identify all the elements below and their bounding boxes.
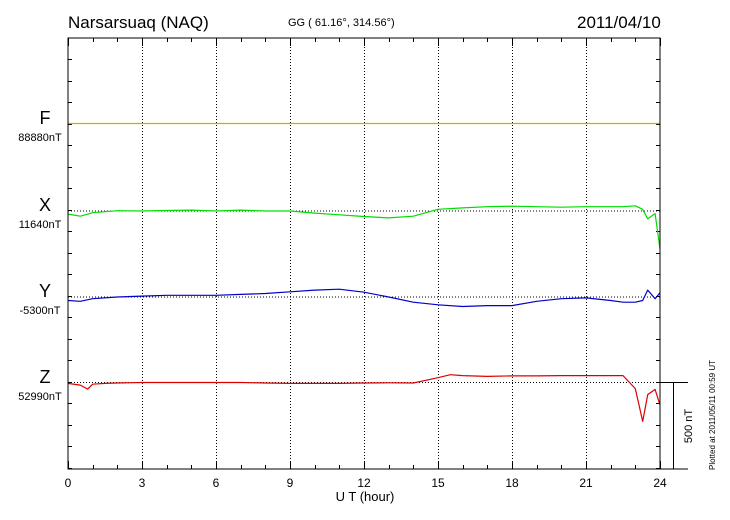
scale-bar-label: 500 nT xyxy=(683,409,695,444)
x-baseline-label: 11640nT xyxy=(18,219,62,231)
x-channel-label: X xyxy=(38,195,51,215)
plot-date: 2011/04/10 xyxy=(577,13,661,32)
grid-lines xyxy=(142,38,587,469)
x-tick-label-15: 15 xyxy=(431,476,445,490)
f-channel-label: F xyxy=(39,108,51,128)
geographic-coordinates: GG ( 61.16°, 314.56°) xyxy=(288,17,395,29)
x-tick-label-18: 18 xyxy=(505,476,519,490)
x-tick-label-21: 21 xyxy=(579,476,593,490)
series-line-z xyxy=(67,374,661,422)
data-series xyxy=(67,122,661,422)
x-tick-label-12: 12 xyxy=(357,476,371,490)
z-baseline-label: 52990nT xyxy=(18,391,62,403)
y-baseline-label: -5300nT xyxy=(19,305,61,317)
plot-frame xyxy=(67,37,661,470)
series-line-x xyxy=(67,205,661,250)
x-tick-label-3: 3 xyxy=(139,476,146,490)
baseline-lines xyxy=(68,123,660,383)
x-tick-label-24: 24 xyxy=(653,476,667,490)
plotted-timestamp: Plotted at 2011/05/11 00:59 UT xyxy=(708,359,717,470)
y-channel-label: Y xyxy=(38,281,51,301)
station-title: Narsarsuaq (NAQ) xyxy=(68,13,209,32)
f-baseline-label: 88880nT xyxy=(18,132,62,144)
series-line-y xyxy=(67,288,661,308)
scale-bar: 500 nT xyxy=(660,382,695,470)
x-tick-label-9: 9 xyxy=(287,476,294,490)
x-tick-label-6: 6 xyxy=(213,476,220,490)
z-channel-label: Z xyxy=(39,367,51,387)
axis-ticks xyxy=(68,38,661,469)
x-axis-title: U T (hour) xyxy=(336,489,395,504)
x-tick-labels: 0 3 6 9 12 15 18 21 24 xyxy=(65,476,667,490)
x-tick-label-0: 0 xyxy=(65,476,72,490)
